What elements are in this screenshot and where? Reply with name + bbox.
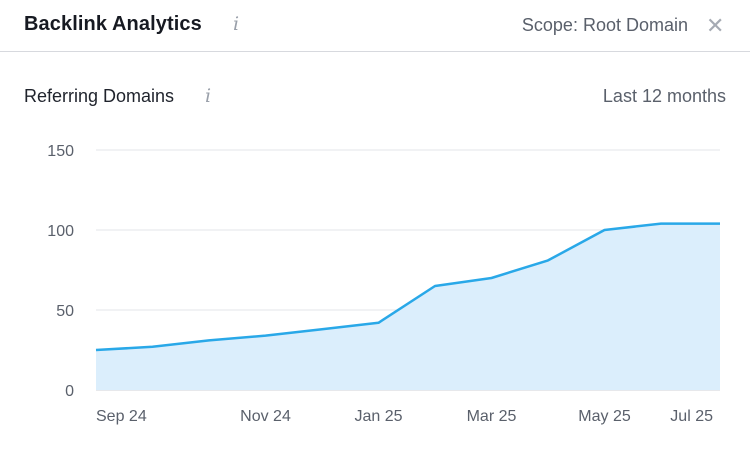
- series-area: [96, 223, 720, 390]
- x-tick-label: Mar 25: [467, 408, 517, 425]
- x-tick-label: Nov 24: [240, 408, 291, 425]
- x-tick-label: May 25: [578, 408, 631, 425]
- widget-header: Backlink Analytics i Scope: Root Domain …: [0, 0, 750, 52]
- info-icon[interactable]: i: [205, 85, 212, 107]
- close-icon[interactable]: ✕: [706, 13, 725, 38]
- y-tick-label: 150: [47, 143, 74, 160]
- x-tick-label: Sep 24: [96, 408, 147, 425]
- info-icon[interactable]: i: [233, 13, 240, 35]
- series-line[interactable]: [95, 222, 720, 352]
- x-tick-label: Jan 25: [354, 408, 402, 425]
- y-tick-label: 50: [56, 303, 74, 320]
- x-tick-label: Jul 25: [670, 408, 713, 425]
- y-tick-label: 100: [47, 223, 74, 240]
- period-label: Last 12 months: [602, 86, 726, 106]
- page-title: Backlink Analytics: [24, 13, 202, 35]
- y-tick-label: 0: [65, 383, 74, 400]
- chart-title: Referring Domains: [24, 86, 175, 106]
- scope-selector[interactable]: Scope: Root Domain: [521, 15, 688, 35]
